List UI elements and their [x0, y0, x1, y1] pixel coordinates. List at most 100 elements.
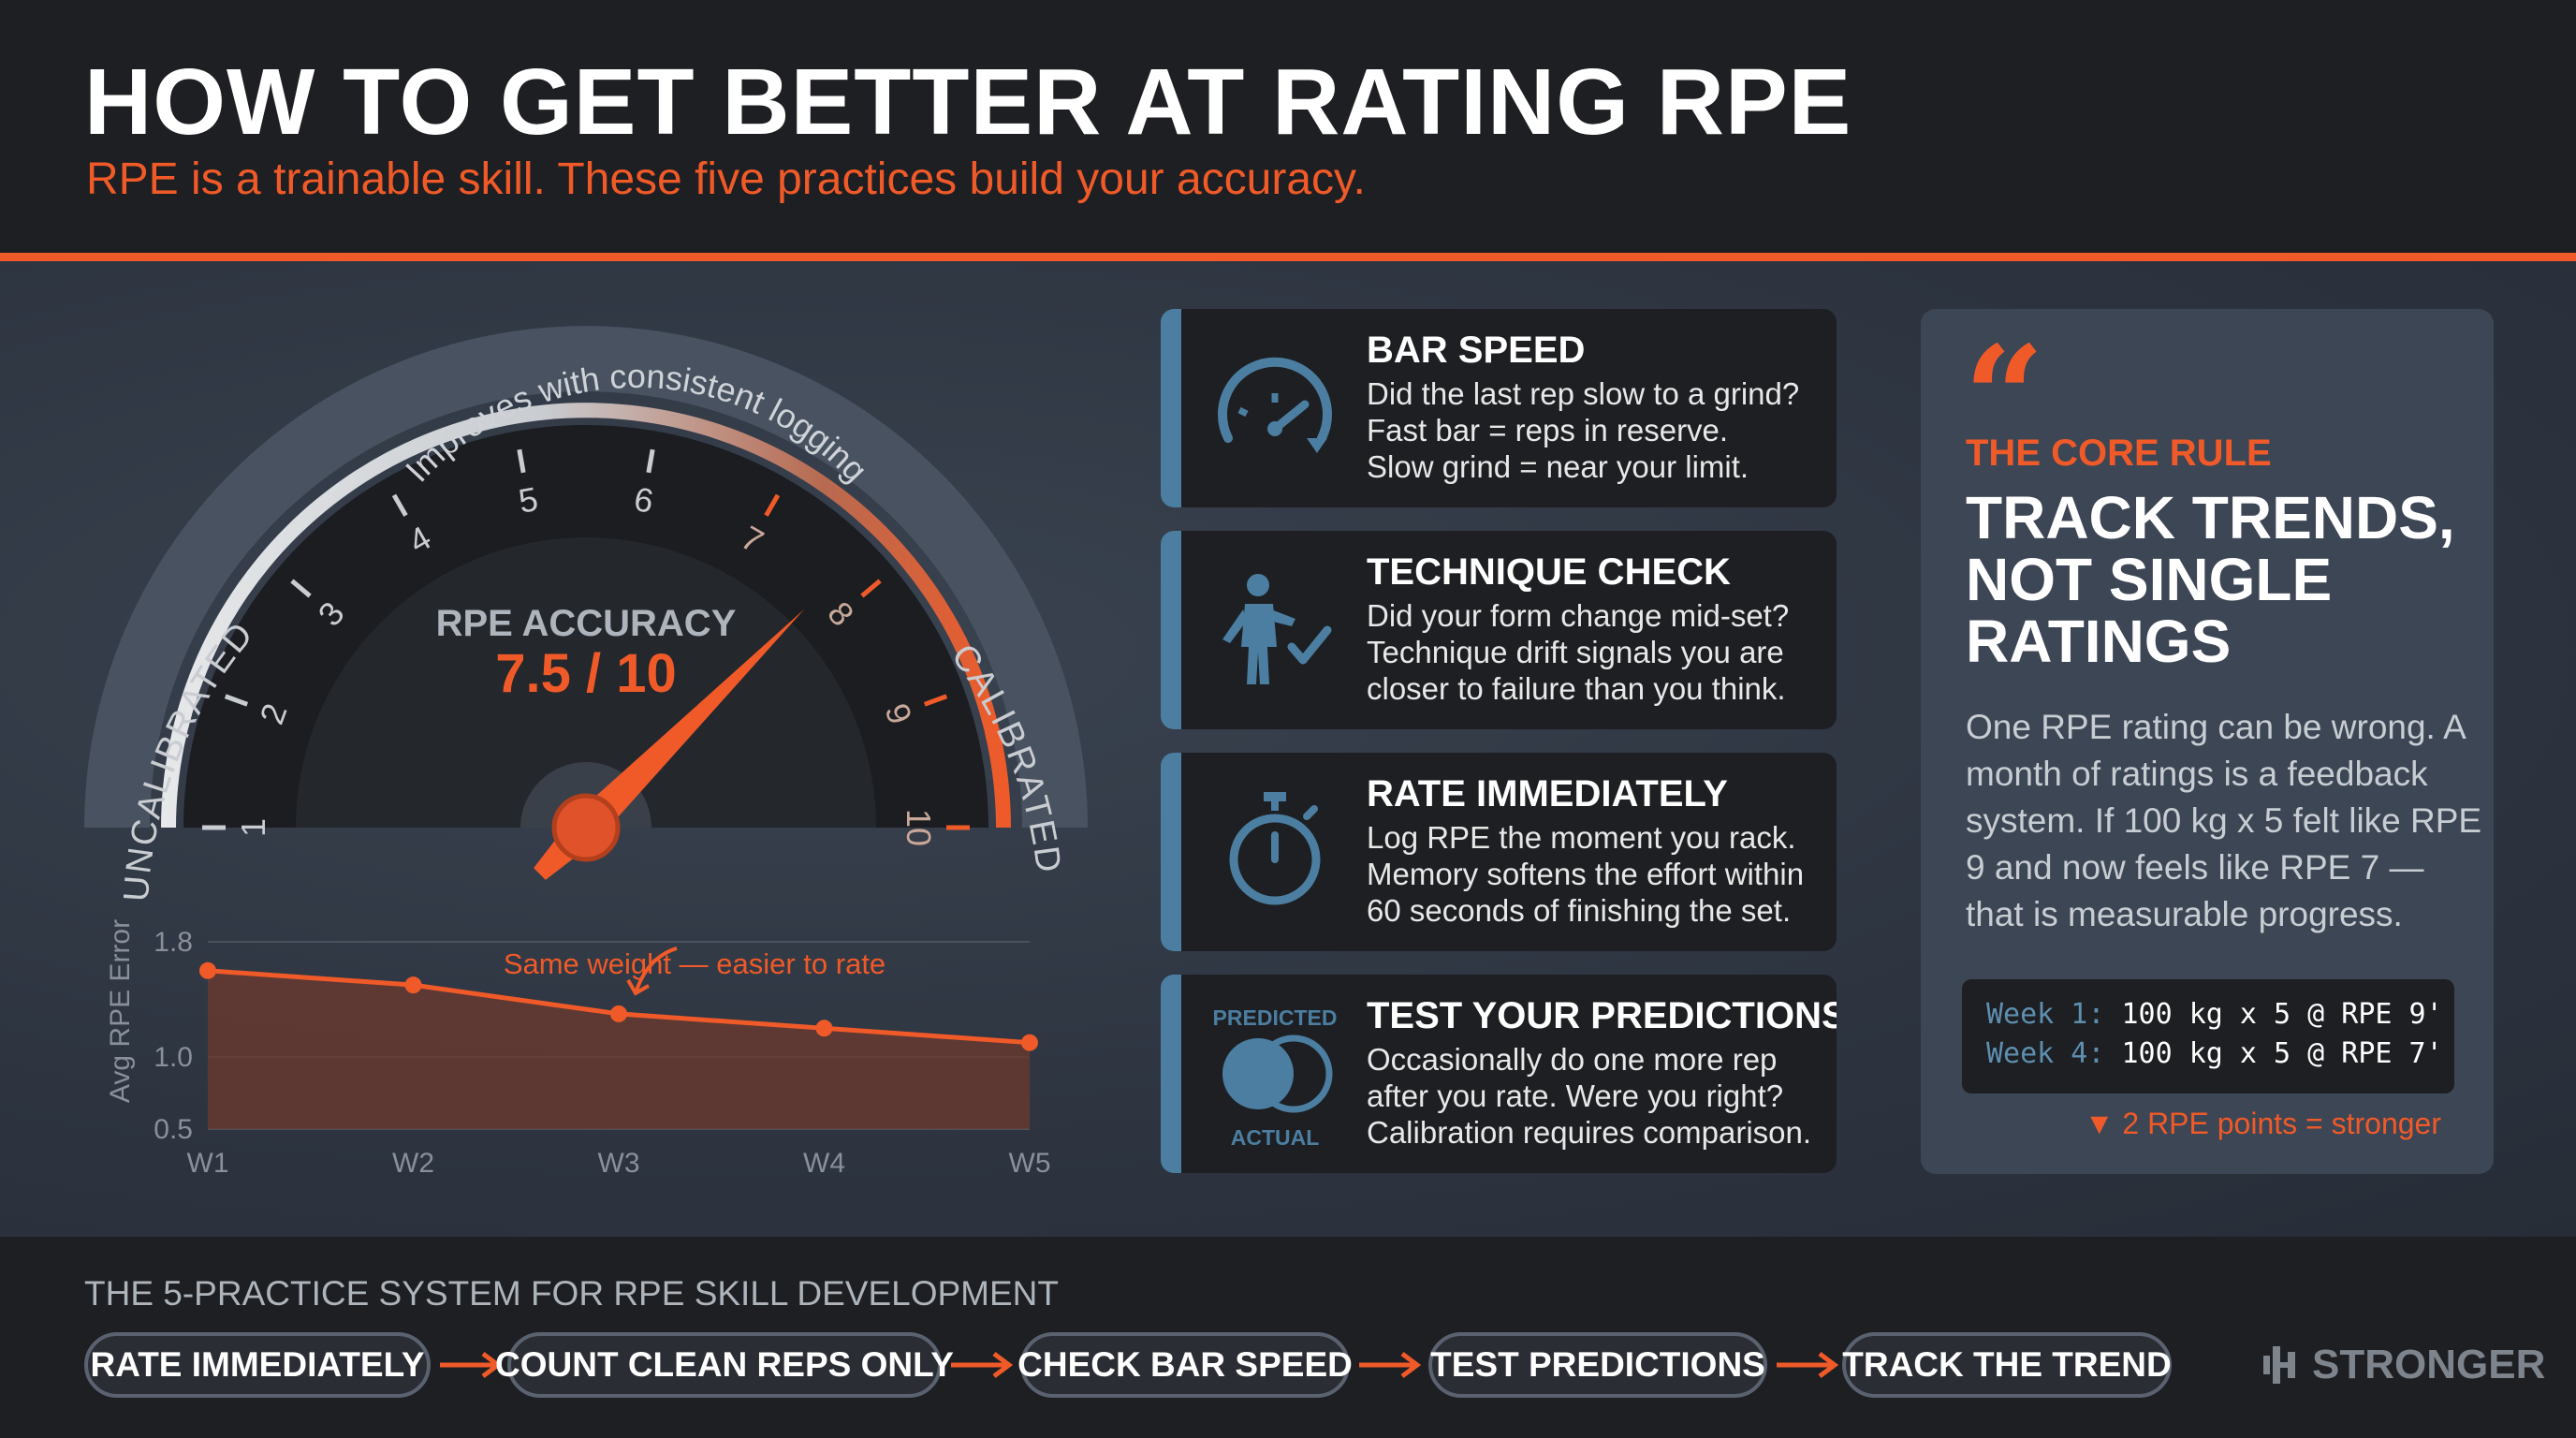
trend-point [404, 976, 422, 994]
card-title: BAR SPEED [1367, 330, 1586, 371]
header: HOW TO GET BETTER AT RATING RPE RPE is a… [0, 0, 2576, 255]
core-rule-heading: NOT SINGLE [1966, 546, 2333, 613]
venn-bottom-label: ACTUAL [1231, 1125, 1320, 1150]
trend-point [610, 1005, 627, 1022]
trend-y-tick: 1.8 [154, 927, 193, 958]
log-value: 100 kg x 5 @ RPE 7' [2121, 1037, 2443, 1070]
core-rule-label: THE CORE RULE [1966, 433, 2272, 474]
page-title: HOW TO GET BETTER AT RATING RPE [84, 50, 1852, 154]
rpe-error-trend-chart: Avg RPE Error W1 W2 W3 W4 W5 1.8 1.0 0.5 Same … [105, 919, 1051, 1179]
log-row: Week 1: 100 kg x 5 @ RPE 9' [1986, 998, 2443, 1031]
step-pill: RATE IMMEDIATELY [84, 1332, 431, 1398]
card-line: Technique drift signals you are [1367, 635, 1784, 669]
gauge-center-label: RPE ACCURACY [436, 603, 737, 644]
gauge-tick-mark [290, 579, 312, 598]
progress-note: ▼ 2 RPE points = stronger [2084, 1107, 2441, 1140]
gauge-tick-label: 10 [900, 809, 938, 846]
trend-x-tick: W5 [1009, 1148, 1051, 1179]
trend-x-tick: W2 [392, 1148, 434, 1179]
core-rule-body: month of ratings is a feedback [1966, 755, 2428, 793]
core-rule-body: that is measurable progress. [1966, 895, 2403, 933]
gauge-tick-mark [860, 579, 882, 598]
trend-x-tick: W4 [803, 1148, 845, 1179]
footer-label: THE 5-PRACTICE SYSTEM FOR RPE SKILL DEVE… [84, 1274, 1060, 1313]
rpe-accuracy-gauge: Improves with consistent logging UNCALIB… [84, 326, 1088, 902]
arrow-right-icon [440, 1352, 503, 1378]
trend-annotation-arrow [626, 946, 678, 996]
core-rule-body: system. If 100 kg x 5 felt like RPE [1966, 801, 2482, 840]
arrow-right-icon [951, 1352, 1014, 1378]
trend-y-axis-label: Avg RPE Error [105, 919, 136, 1103]
card-line: Slow grind = near your limit. [1367, 449, 1749, 484]
card-line: Occasionally do one more rep [1367, 1042, 1778, 1077]
core-rule-panel: “ THE CORE RULE TRACK TRENDS, NOT SINGLE… [1921, 309, 2494, 1174]
card-title: TECHNIQUE CHECK [1367, 551, 1731, 593]
trend-point [1021, 1034, 1038, 1051]
gauge-tick-mark [391, 493, 408, 517]
card-line: Fast bar = reps in reserve. [1367, 413, 1729, 448]
gauge-needle [534, 609, 805, 880]
core-rule-body: One RPE rating can be wrong. A [1966, 708, 2466, 746]
core-rule-body: 9 and now feels like RPE 7 — [1966, 848, 2424, 887]
card-rate-immediately: RATE IMMEDIATELY Log RPE the moment you … [1161, 753, 1837, 951]
card-line: 60 seconds of finishing the set. [1367, 893, 1792, 928]
person-check-icon [1202, 557, 1348, 703]
training-log: Week 1: 100 kg x 5 @ RPE 9' Week 4: 100 … [1962, 979, 2454, 1093]
arrow-right-icon [1359, 1352, 1422, 1378]
gauge-outer-band [84, 326, 1088, 828]
step-pill: TRACK THE TREND [1842, 1332, 2172, 1398]
quote-icon: “ [1964, 315, 2045, 480]
gauge-inner-face [296, 537, 876, 828]
log-week: Week 1: [1986, 998, 2105, 1031]
gauge-needle-hub [551, 793, 621, 862]
trend-annotation: Same weight — easier to rate [504, 947, 886, 980]
card-test-predictions: PREDICTED ACTUAL TEST YOUR PREDICTIONS O… [1161, 975, 1837, 1173]
card-title: RATE IMMEDIATELY [1367, 773, 1728, 814]
brand-logo: STRONGER [2263, 1342, 2545, 1388]
trend-area [208, 970, 1030, 1129]
gauge-tick-mark [923, 694, 948, 707]
log-value: 100 kg x 5 @ RPE 9' [2121, 998, 2443, 1031]
trend-x-tick: W3 [598, 1148, 640, 1179]
venn-icon: PREDICTED ACTUAL [1193, 995, 1357, 1154]
gauge-tick-label: 1 [234, 818, 272, 837]
card-bar-speed: BAR SPEED Did the last rep slow to a gri… [1161, 309, 1837, 507]
card-line: Calibration requires comparison. [1367, 1115, 1812, 1150]
card-line: closer to failure than you think. [1367, 671, 1786, 706]
gauge-tick-mark [764, 493, 781, 517]
trend-points [199, 961, 1038, 1051]
venn-top-label: PREDICTED [1213, 1005, 1338, 1030]
log-week: Week 4: [1986, 1037, 2105, 1070]
dumbbell-icon [2263, 1346, 2295, 1384]
card-accent-bar [1161, 531, 1181, 729]
log-row: Week 4: 100 kg x 5 @ RPE 7' [1986, 1037, 2443, 1070]
trend-x-tick: W1 [187, 1148, 229, 1179]
page-subtitle: RPE is a trainable skill. These five pra… [86, 154, 1366, 204]
trend-y-tick: 0.5 [154, 1114, 193, 1145]
card-line: after you rate. Were you right? [1367, 1078, 1784, 1113]
step-pill: TEST PREDICTIONS [1428, 1332, 1767, 1398]
card-technique-check: TECHNIQUE CHECK Did your form change mid… [1161, 531, 1837, 729]
trend-point [199, 961, 216, 979]
gauge-tick-mark [224, 694, 249, 707]
card-line: Log RPE the moment you rack. [1367, 820, 1796, 855]
gauge-tick-mark [517, 448, 526, 474]
gauge-tick-mark [646, 448, 655, 474]
trend-y-tick: 1.0 [154, 1042, 193, 1073]
gauge-value: 7.5 / 10 [495, 643, 676, 704]
footer: THE 5-PRACTICE SYSTEM FOR RPE SKILL DEVE… [0, 1237, 2576, 1438]
step-pill: CHECK BAR SPEED [1017, 1332, 1353, 1398]
card-line: Did the last rep slow to a grind? [1367, 376, 1800, 411]
step-pill: COUNT CLEAN REPS ONLY [495, 1332, 954, 1398]
core-rule-heading: RATINGS [1966, 608, 2232, 675]
card-accent-bar [1161, 309, 1181, 507]
speedometer-icon [1202, 335, 1348, 481]
stopwatch-icon [1202, 779, 1348, 925]
card-line: Memory softens the effort within [1367, 857, 1805, 891]
accent-divider [0, 253, 2576, 261]
trend-point [815, 1020, 833, 1037]
card-line: Did your form change mid-set? [1367, 598, 1790, 633]
trend-x-ticks: W1 W2 W3 W4 W5 [187, 1148, 1051, 1179]
card-accent-bar [1161, 975, 1181, 1173]
trend-y-ticks: 1.8 1.0 0.5 [154, 927, 193, 1145]
